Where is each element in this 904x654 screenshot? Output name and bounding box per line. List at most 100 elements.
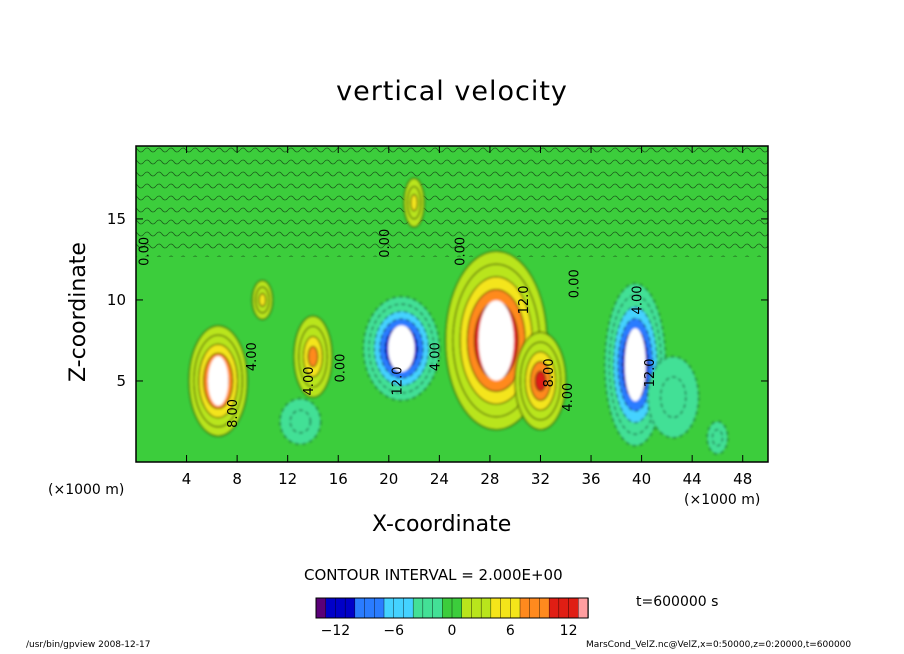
colorbar-cell: [354, 597, 366, 619]
colorbar-cell: [519, 597, 531, 619]
contour-band: [307, 346, 319, 368]
colorbar-cell: [315, 597, 327, 619]
colorbar-tick-label: 12: [560, 623, 578, 639]
colorbar-cell: [344, 597, 356, 619]
colorbar-tick-label: 0: [448, 623, 457, 639]
x-tick-label: 32: [531, 470, 550, 488]
saturated-core: [624, 328, 646, 402]
contour-band: [289, 409, 311, 434]
colorbar-cell: [510, 597, 521, 619]
contour-label: 0.00: [454, 237, 469, 266]
velocity-cell-8: [647, 356, 699, 439]
contour-label: 8.00: [226, 399, 241, 428]
y-axis-label: Z-coordinate: [66, 242, 91, 382]
colorbar-cell: [403, 597, 414, 619]
upper-noise-band: [136, 146, 768, 257]
x-tick-label: 44: [683, 470, 702, 488]
contour-label: 4.00: [428, 342, 443, 371]
x-tick-label: 28: [480, 470, 499, 488]
colorbar-cell: [442, 597, 453, 619]
colorbar-cell: [471, 597, 482, 619]
colorbar-cell: [500, 597, 511, 619]
x-axis-unit-left: (×1000 m): [48, 482, 125, 498]
colorbar-cell: [558, 597, 570, 619]
velocity-cell-3: [279, 398, 322, 445]
x-axis-label: X-coordinate: [372, 512, 512, 537]
colorbar-cell: [578, 597, 589, 619]
colorbar-cell: [422, 597, 434, 619]
velocity-cell-10: [403, 177, 425, 228]
contour-band: [534, 370, 547, 392]
colorbar-cell: [539, 597, 550, 619]
velocity-cell-0: [188, 325, 248, 437]
colorbar-cell: [374, 597, 385, 619]
colorbar-cell: [568, 597, 579, 619]
y-tick-label: 15: [107, 210, 126, 228]
colorbar-cell: [461, 597, 473, 619]
chart-title: vertical velocity: [336, 76, 568, 107]
contour-label: 12.0: [643, 358, 658, 387]
saturated-core: [478, 300, 514, 381]
colorbar-cell: [480, 597, 492, 619]
contour-band: [711, 429, 723, 447]
contour-label: 4.00: [302, 366, 317, 395]
x-tick-label: 40: [632, 470, 651, 488]
colorbar-tick-label: −12: [321, 623, 351, 639]
contour-band: [410, 194, 418, 212]
colorbar-cell: [335, 597, 346, 619]
x-tick-label: 4: [182, 470, 192, 488]
x-tick-label: 16: [329, 470, 348, 488]
x-axis-unit-right: (×1000 m): [684, 492, 761, 508]
x-tick-label: 8: [232, 470, 242, 488]
colorbar-cell: [529, 597, 541, 619]
time-label: t=600000 s: [636, 594, 719, 610]
saturated-core: [388, 325, 415, 372]
plot-frame: [135, 145, 769, 463]
velocity-cell-1: [251, 280, 274, 320]
contour-label: 0.00: [334, 354, 349, 383]
colorbar: −12 −6 0 6 12: [315, 597, 589, 639]
colorbar-cell: [490, 597, 502, 619]
velocity-cell-7: [604, 283, 667, 447]
velocity-cell-2: [293, 315, 333, 398]
contour-label: 4.00: [561, 383, 576, 412]
contour-band: [660, 376, 687, 418]
colorbar-cell: [393, 597, 405, 619]
x-tick-label: 12: [278, 470, 297, 488]
contour-label: 4.00: [245, 342, 260, 371]
x-tick-label: 20: [379, 470, 398, 488]
colorbar-cell: [383, 597, 395, 619]
contour-label: 4.00: [631, 285, 646, 314]
contour-label: 12.0: [390, 366, 405, 395]
colorbar-tick-label: −6: [383, 623, 404, 639]
colorbar-frame: [315, 597, 589, 619]
contour-label: 8.00: [542, 358, 557, 387]
colorbar-cell: [451, 597, 463, 619]
y-tick-label: 5: [116, 372, 126, 390]
velocity-cell-6: [514, 331, 567, 431]
x-tick-label: 24: [430, 470, 449, 488]
x-tick-label: 48: [733, 470, 752, 488]
colorbar-cell: [548, 597, 560, 619]
y-tick-label: 10: [107, 291, 126, 309]
colorbar-cell: [432, 597, 443, 619]
x-tick-label: 36: [581, 470, 600, 488]
colorbar-cell: [364, 597, 375, 619]
contour-label: 0.00: [567, 269, 582, 298]
contour-band: [258, 292, 267, 307]
contour-label: 0.00: [138, 237, 153, 266]
velocity-cell-4: [363, 296, 440, 401]
colorbar-cell: [412, 597, 424, 619]
colorbar-tick-label: 6: [506, 623, 515, 639]
footer-left-info: /usr/bin/gpview 2008-12-17: [26, 640, 151, 650]
velocity-cell-9: [706, 420, 729, 455]
contour-interval-text: CONTOUR INTERVAL = 2.000E+00: [304, 566, 563, 584]
contour-label: 0.00: [378, 229, 393, 258]
contour-label: 12.0: [517, 285, 532, 314]
saturated-core: [207, 356, 229, 406]
plot-area: 4.00 8.00 4.00 0.00 12.0 4.00 0.00 12.0 0.00 8.00…: [136, 146, 768, 462]
footer-right-info: MarsCond_VelZ.nc@VelZ,x=0:50000,z=0:2000…: [586, 640, 852, 650]
colorbar-cell: [325, 597, 337, 619]
